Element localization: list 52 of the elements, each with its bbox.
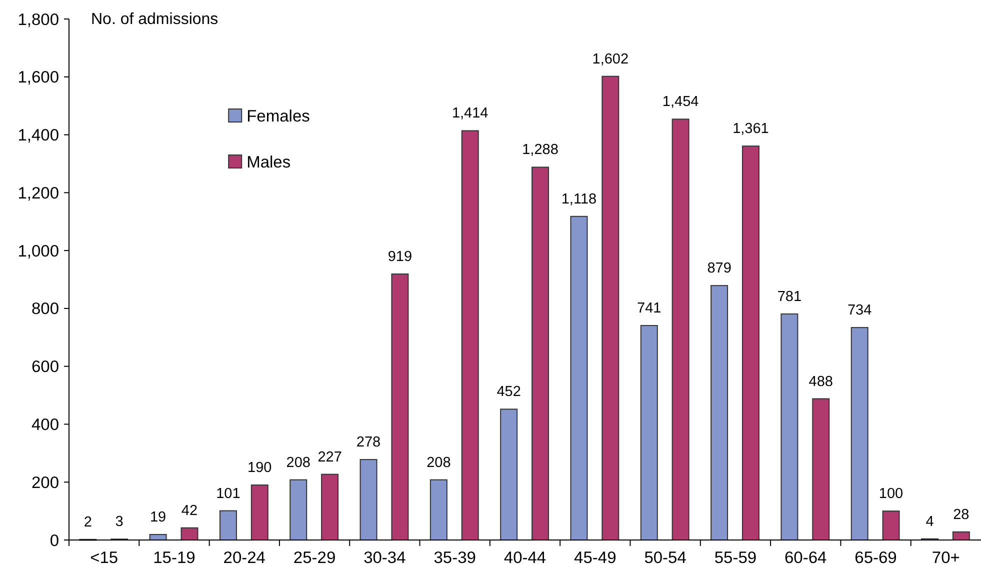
data-label: 101 [216, 486, 240, 502]
data-label: 919 [388, 249, 412, 265]
data-label: 2 [84, 514, 92, 530]
data-label: 3 [115, 514, 124, 530]
y-tick-label: 1,200 [18, 184, 59, 202]
x-tick-label: 15-19 [153, 549, 196, 567]
y-tick-label: 1,600 [18, 68, 59, 87]
data-label: 734 [847, 302, 872, 319]
data-label: 1,118 [561, 191, 597, 208]
data-label: 1,414 [452, 106, 488, 122]
y-tick-label: 1,000 [18, 242, 59, 260]
x-tick-label: 70+ [932, 549, 960, 567]
x-tick-label: 40-44 [504, 549, 546, 567]
data-label: 741 [637, 300, 662, 317]
y-tick-label: 0 [50, 532, 59, 550]
data-label: 278 [356, 434, 381, 451]
x-tick-label: 50-54 [644, 549, 686, 567]
legend-label: Males [246, 153, 291, 172]
data-label: 1,361 [732, 121, 769, 138]
y-tick-label: 400 [31, 416, 59, 434]
y-tick-label: 1,400 [18, 126, 59, 145]
data-label: 452 [496, 384, 521, 400]
data-label: 781 [777, 288, 802, 305]
data-label: 879 [707, 260, 732, 277]
x-tick-label: <15 [90, 549, 118, 567]
x-tick-label: 45-49 [574, 549, 616, 567]
x-tick-label: 20-24 [223, 549, 266, 567]
data-label: 42 [181, 502, 198, 519]
x-tick-label: 30-34 [364, 549, 406, 567]
y-tick-label: 600 [31, 358, 59, 376]
data-label: 227 [318, 449, 342, 466]
x-tick-label: 65-69 [854, 549, 897, 567]
legend-label: Females [246, 107, 310, 126]
data-label: 488 [808, 374, 833, 390]
y-axis-title: No. of admissions [91, 11, 218, 28]
data-label: 19 [150, 510, 166, 526]
y-tick-label: 200 [31, 474, 59, 492]
x-tick-label: 35-39 [434, 549, 476, 567]
data-label: 28 [953, 506, 970, 523]
data-label: 190 [248, 460, 272, 476]
x-tick-label: 60-64 [784, 549, 827, 567]
x-tick-label: 25-29 [293, 549, 336, 567]
data-label: 208 [286, 454, 310, 471]
data-label: 1,602 [592, 51, 629, 68]
y-tick-label: 800 [31, 300, 59, 318]
data-label: 4 [926, 514, 934, 530]
x-tick-label: 55-59 [714, 549, 757, 567]
data-label: 208 [426, 454, 451, 471]
y-tick-label: 1,800 [18, 10, 59, 29]
data-label: 1,288 [522, 142, 558, 158]
data-label: 1,454 [662, 94, 699, 110]
data-label: 100 [878, 486, 904, 502]
